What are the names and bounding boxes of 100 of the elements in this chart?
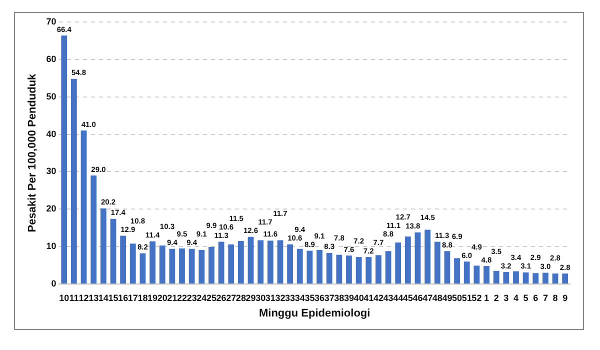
bar [100,208,106,284]
x-tick-label: 32 [275,292,286,303]
x-tick-label: 31 [265,292,276,303]
y-tick-label: 50 [46,91,56,102]
x-tick-label: 26 [216,292,226,303]
x-tick-label: 48 [432,292,442,303]
x-tick-label: 41 [364,292,374,303]
bar [414,232,421,284]
x-tick-label: 9 [562,292,568,303]
bar [179,248,185,284]
bar [532,273,539,284]
bar [277,240,284,284]
bar [434,242,440,284]
x-tick-label: 4 [513,292,518,303]
x-tick-label: 5 [523,292,528,303]
x-tick-label: 38 [334,292,344,303]
x-tick-label: 33 [285,292,296,303]
bar [474,266,480,284]
x-tick-label: 34 [294,292,305,303]
x-tick-label: 19 [148,292,158,303]
x-tick-label: 51 [462,292,472,303]
bar [71,78,77,284]
x-tick-label: 16 [118,292,128,303]
x-tick-label: 27 [226,292,236,303]
x-tick-label: 20 [157,292,168,303]
x-tick-label: 22 [176,292,188,303]
x-tick-label: 30 [256,292,266,303]
x-tick-label: 37 [324,292,334,303]
bar [326,252,332,284]
x-tick-label: 46 [412,292,423,303]
y-tick-label: 20 [46,204,56,214]
x-tick-label: 12 [78,292,89,303]
x-tick-label: 21 [167,292,178,303]
bar [454,258,460,284]
x-tick-label: 23 [186,292,197,303]
bar [208,246,214,284]
y-tick-label: 10 [46,241,56,252]
x-tick-label: 6 [533,292,538,303]
x-tick-label: 13 [88,292,99,303]
y-axis-title: Pesakit Per 100,000 Penduduk [26,72,39,232]
x-tick-label: 24 [196,292,207,303]
bar [366,257,372,284]
bar [188,248,195,284]
x-tick-label: 40 [354,292,364,303]
bar [493,270,500,284]
x-axis-title: Minggu Epidemiologi [258,307,370,320]
x-tick-label: 18 [138,292,148,303]
bar [120,236,126,284]
x-tick-label: 1 [484,292,490,303]
bar [238,240,244,284]
bar [336,254,342,284]
x-tick-label: 8 [552,292,558,303]
x-tick-label: 52 [472,292,482,303]
x-tick-label: 47 [422,292,433,303]
bar [169,248,176,284]
x-tick-label: 39 [344,292,354,303]
x-tick-label: 15 [108,292,118,303]
bar [484,266,490,284]
bar [552,274,558,284]
bar [444,251,450,284]
y-tick-label: 70 [46,16,56,26]
bar [198,250,205,284]
bar [316,250,322,284]
bar [110,218,116,284]
x-tick-label: 44 [393,292,404,303]
x-tick-label: 35 [304,292,315,303]
x-tick-label: 36 [314,292,325,303]
x-tick-label: 17 [128,292,138,303]
bar [130,244,136,284]
bar [424,230,431,284]
x-tick-label: 43 [383,292,394,303]
y-tick-label: 30 [46,166,56,176]
x-tick-label: 29 [246,292,256,303]
x-tick-label: 7 [542,292,548,303]
x-tick-label: 45 [402,292,413,303]
bar [61,35,68,284]
bar [159,245,166,284]
bar [404,236,411,284]
x-tick-label: 2 [494,292,499,303]
bar [140,253,146,284]
bar [542,272,548,284]
bar [503,272,510,284]
x-tick-label: 25 [206,292,216,303]
bar [267,240,274,284]
bar [150,241,156,284]
bar [287,244,293,284]
bar [218,242,224,284]
bar [306,250,313,284]
bar [562,274,568,284]
x-tick-label: 14 [98,292,108,303]
bar [228,244,234,284]
x-tick-label: 11 [69,292,79,303]
bar [80,130,87,284]
x-tick-label: 42 [373,292,384,303]
x-tick-label: 50 [452,292,462,303]
y-tick-label: 40 [46,128,56,139]
bar [522,272,529,284]
bar [346,256,352,284]
bar [376,255,382,284]
bar [385,251,392,284]
